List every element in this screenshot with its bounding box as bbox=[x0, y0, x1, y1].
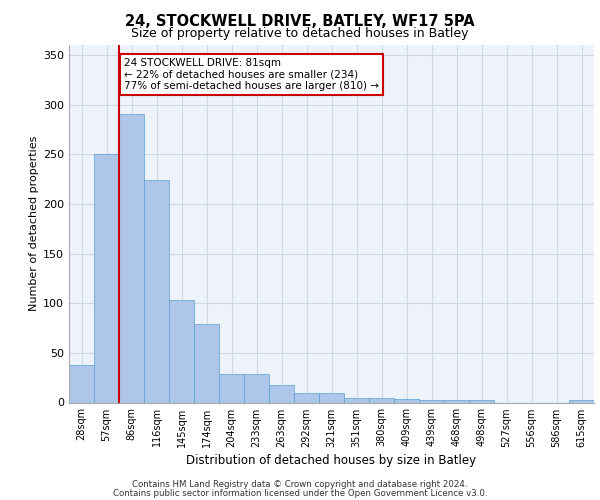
Bar bbox=[94, 154, 119, 402]
Bar bbox=[269, 384, 294, 402]
Bar bbox=[69, 365, 94, 403]
X-axis label: Distribution of detached houses by size in Batley: Distribution of detached houses by size … bbox=[187, 454, 476, 467]
Bar bbox=[169, 300, 194, 402]
Bar bbox=[219, 374, 244, 402]
Text: 24 STOCKWELL DRIVE: 81sqm
← 22% of detached houses are smaller (234)
77% of semi: 24 STOCKWELL DRIVE: 81sqm ← 22% of detac… bbox=[124, 58, 379, 91]
Bar bbox=[419, 400, 444, 402]
Bar bbox=[144, 180, 169, 402]
Bar bbox=[294, 392, 319, 402]
Text: Size of property relative to detached houses in Batley: Size of property relative to detached ho… bbox=[131, 28, 469, 40]
Bar bbox=[444, 400, 469, 402]
Bar bbox=[394, 398, 419, 402]
Text: 24, STOCKWELL DRIVE, BATLEY, WF17 5PA: 24, STOCKWELL DRIVE, BATLEY, WF17 5PA bbox=[125, 14, 475, 29]
Bar bbox=[344, 398, 369, 402]
Text: Contains public sector information licensed under the Open Government Licence v3: Contains public sector information licen… bbox=[113, 489, 487, 498]
Text: Contains HM Land Registry data © Crown copyright and database right 2024.: Contains HM Land Registry data © Crown c… bbox=[132, 480, 468, 489]
Bar bbox=[194, 324, 219, 402]
Bar bbox=[369, 398, 394, 402]
Bar bbox=[319, 392, 344, 402]
Bar bbox=[119, 114, 144, 403]
Bar bbox=[469, 400, 494, 402]
Bar bbox=[244, 374, 269, 402]
Y-axis label: Number of detached properties: Number of detached properties bbox=[29, 136, 39, 312]
Bar bbox=[569, 400, 594, 402]
